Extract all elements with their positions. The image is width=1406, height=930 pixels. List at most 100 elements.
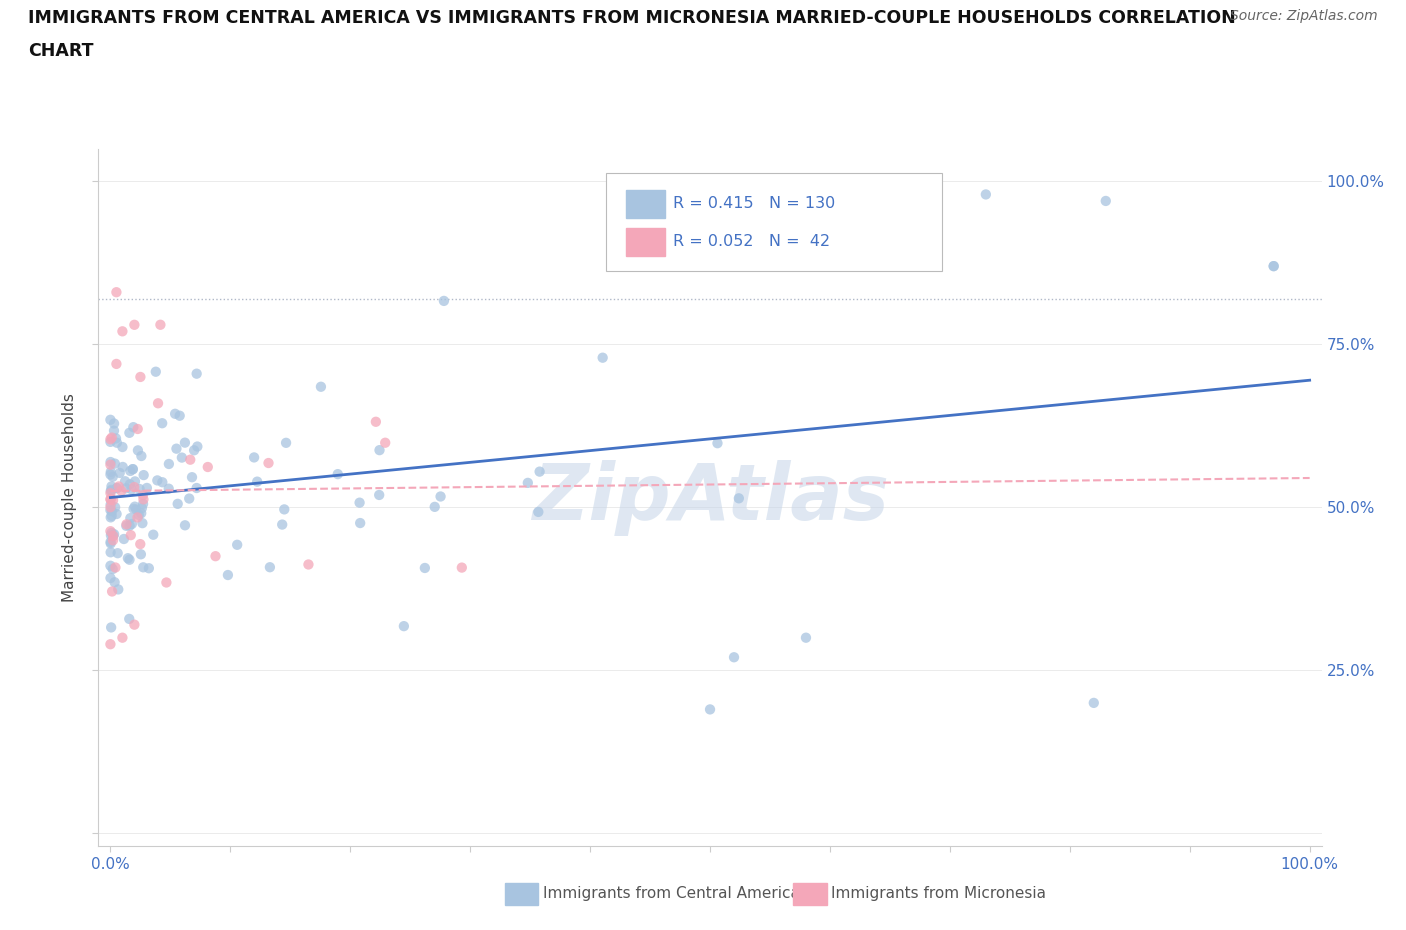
Point bbox=[104, 456, 127, 471]
Point bbox=[120, 527, 142, 542]
Point bbox=[727, 491, 749, 506]
Point bbox=[100, 467, 122, 482]
Point bbox=[122, 419, 145, 434]
Point bbox=[107, 479, 129, 494]
Point bbox=[243, 450, 266, 465]
Point bbox=[257, 456, 280, 471]
Point bbox=[111, 459, 134, 474]
Point bbox=[100, 412, 122, 427]
Point bbox=[101, 562, 124, 577]
Point bbox=[794, 631, 817, 645]
Point bbox=[1263, 259, 1285, 273]
Point bbox=[349, 496, 371, 511]
Point bbox=[131, 516, 153, 531]
Point bbox=[246, 474, 269, 489]
Point bbox=[274, 435, 297, 450]
Point bbox=[132, 560, 155, 575]
Point bbox=[433, 294, 456, 309]
Point bbox=[105, 435, 128, 450]
Text: Immigrants from Micronesia: Immigrants from Micronesia bbox=[831, 886, 1046, 901]
Point bbox=[105, 481, 128, 496]
Text: R = 0.052   N =  42: R = 0.052 N = 42 bbox=[673, 234, 831, 249]
Point bbox=[150, 416, 173, 431]
Point bbox=[100, 536, 122, 551]
Point bbox=[100, 483, 122, 498]
Point bbox=[127, 421, 149, 436]
Point bbox=[179, 452, 201, 467]
Point bbox=[204, 549, 226, 564]
Point bbox=[124, 474, 146, 489]
Point bbox=[100, 503, 122, 518]
Point bbox=[186, 366, 208, 381]
Point bbox=[174, 435, 197, 450]
Point bbox=[181, 470, 204, 485]
Point bbox=[124, 317, 146, 332]
Point bbox=[100, 432, 122, 446]
Point bbox=[706, 436, 728, 451]
Point bbox=[110, 484, 132, 498]
Point bbox=[1094, 193, 1116, 208]
Point bbox=[179, 491, 201, 506]
Point bbox=[115, 517, 138, 532]
Point bbox=[326, 467, 349, 482]
Point bbox=[516, 475, 538, 490]
Text: IMMIGRANTS FROM CENTRAL AMERICA VS IMMIGRANTS FROM MICRONESIA MARRIED-COUPLE HOU: IMMIGRANTS FROM CENTRAL AMERICA VS IMMIG… bbox=[28, 9, 1236, 27]
Point bbox=[103, 526, 125, 541]
Point bbox=[114, 473, 136, 488]
Point bbox=[118, 611, 141, 626]
Point bbox=[101, 533, 124, 548]
Point bbox=[100, 498, 122, 512]
Point bbox=[131, 448, 153, 463]
Point bbox=[101, 470, 124, 485]
Point bbox=[592, 351, 614, 365]
Text: Immigrants from Central America: Immigrants from Central America bbox=[543, 886, 800, 901]
Point bbox=[915, 193, 938, 208]
Point bbox=[155, 575, 177, 590]
Point bbox=[100, 509, 122, 524]
Point bbox=[100, 484, 122, 498]
Point bbox=[149, 317, 172, 332]
Point bbox=[129, 547, 152, 562]
Point bbox=[135, 481, 157, 496]
Point bbox=[101, 431, 124, 445]
Point bbox=[157, 457, 180, 472]
Text: CHART: CHART bbox=[28, 42, 94, 60]
Point bbox=[104, 499, 127, 514]
Point bbox=[100, 524, 122, 538]
Y-axis label: Married-couple Households: Married-couple Households bbox=[62, 393, 77, 602]
Point bbox=[429, 489, 451, 504]
Point bbox=[115, 481, 138, 496]
Point bbox=[259, 560, 281, 575]
Point bbox=[132, 497, 155, 512]
Point bbox=[100, 528, 122, 543]
Point bbox=[374, 435, 396, 450]
Point bbox=[125, 502, 148, 517]
Point bbox=[129, 537, 152, 551]
Point bbox=[165, 406, 187, 421]
Point bbox=[217, 567, 239, 582]
Point bbox=[104, 575, 127, 590]
Point bbox=[132, 487, 155, 502]
Point bbox=[128, 508, 150, 523]
Point bbox=[132, 492, 155, 507]
Point bbox=[100, 499, 122, 514]
Point bbox=[128, 482, 150, 497]
Point bbox=[1083, 696, 1105, 711]
Point bbox=[166, 441, 188, 456]
Point bbox=[131, 500, 153, 515]
Point bbox=[107, 546, 129, 561]
Point bbox=[100, 492, 122, 507]
Point bbox=[368, 443, 391, 458]
Point bbox=[132, 468, 155, 483]
Point bbox=[309, 379, 332, 394]
Point bbox=[101, 584, 124, 599]
Point bbox=[100, 458, 122, 472]
Point bbox=[100, 455, 122, 470]
Point bbox=[197, 459, 219, 474]
Point bbox=[974, 187, 997, 202]
Point bbox=[118, 425, 141, 440]
Text: Source: ZipAtlas.com: Source: ZipAtlas.com bbox=[1230, 9, 1378, 23]
Point bbox=[1263, 259, 1285, 273]
Point bbox=[271, 517, 294, 532]
Point bbox=[129, 506, 152, 521]
